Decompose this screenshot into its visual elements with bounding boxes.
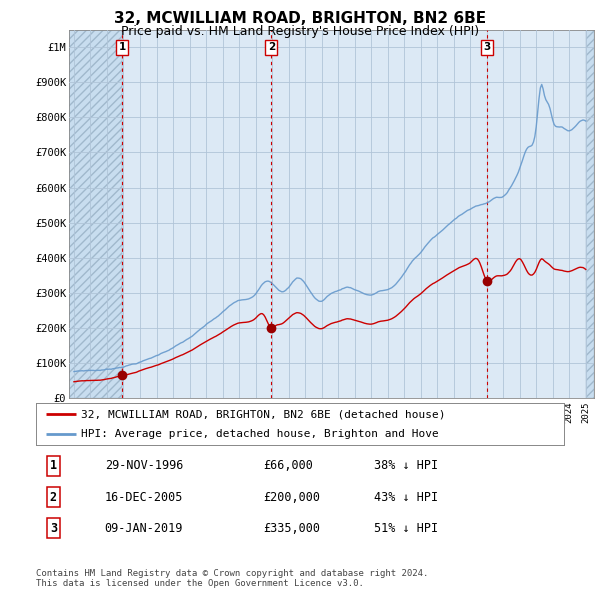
Text: Contains HM Land Registry data © Crown copyright and database right 2024.
This d: Contains HM Land Registry data © Crown c… <box>36 569 428 588</box>
Text: 29-NOV-1996: 29-NOV-1996 <box>104 460 183 473</box>
Bar <box>586 30 594 398</box>
Text: 43% ↓ HPI: 43% ↓ HPI <box>374 490 438 504</box>
Text: 2: 2 <box>50 490 57 504</box>
Text: £66,000: £66,000 <box>263 460 313 473</box>
Text: Price paid vs. HM Land Registry's House Price Index (HPI): Price paid vs. HM Land Registry's House … <box>121 25 479 38</box>
Text: 09-JAN-2019: 09-JAN-2019 <box>104 522 183 535</box>
Text: 32, MCWILLIAM ROAD, BRIGHTON, BN2 6BE: 32, MCWILLIAM ROAD, BRIGHTON, BN2 6BE <box>114 11 486 25</box>
Text: £200,000: £200,000 <box>263 490 320 504</box>
Text: 32, MCWILLIAM ROAD, BRIGHTON, BN2 6BE (detached house): 32, MCWILLIAM ROAD, BRIGHTON, BN2 6BE (d… <box>81 409 445 419</box>
Text: 1: 1 <box>50 460 57 473</box>
Text: 3: 3 <box>50 522 57 535</box>
Text: 51% ↓ HPI: 51% ↓ HPI <box>374 522 438 535</box>
Text: 1: 1 <box>119 42 126 53</box>
Bar <box>586 30 594 398</box>
Text: 16-DEC-2005: 16-DEC-2005 <box>104 490 183 504</box>
Bar <box>69 30 122 398</box>
Text: 38% ↓ HPI: 38% ↓ HPI <box>374 460 438 473</box>
Text: 2: 2 <box>268 42 275 53</box>
Text: £335,000: £335,000 <box>263 522 320 535</box>
Text: HPI: Average price, detached house, Brighton and Hove: HPI: Average price, detached house, Brig… <box>81 429 439 439</box>
Bar <box>69 30 122 398</box>
Text: 3: 3 <box>484 42 491 53</box>
